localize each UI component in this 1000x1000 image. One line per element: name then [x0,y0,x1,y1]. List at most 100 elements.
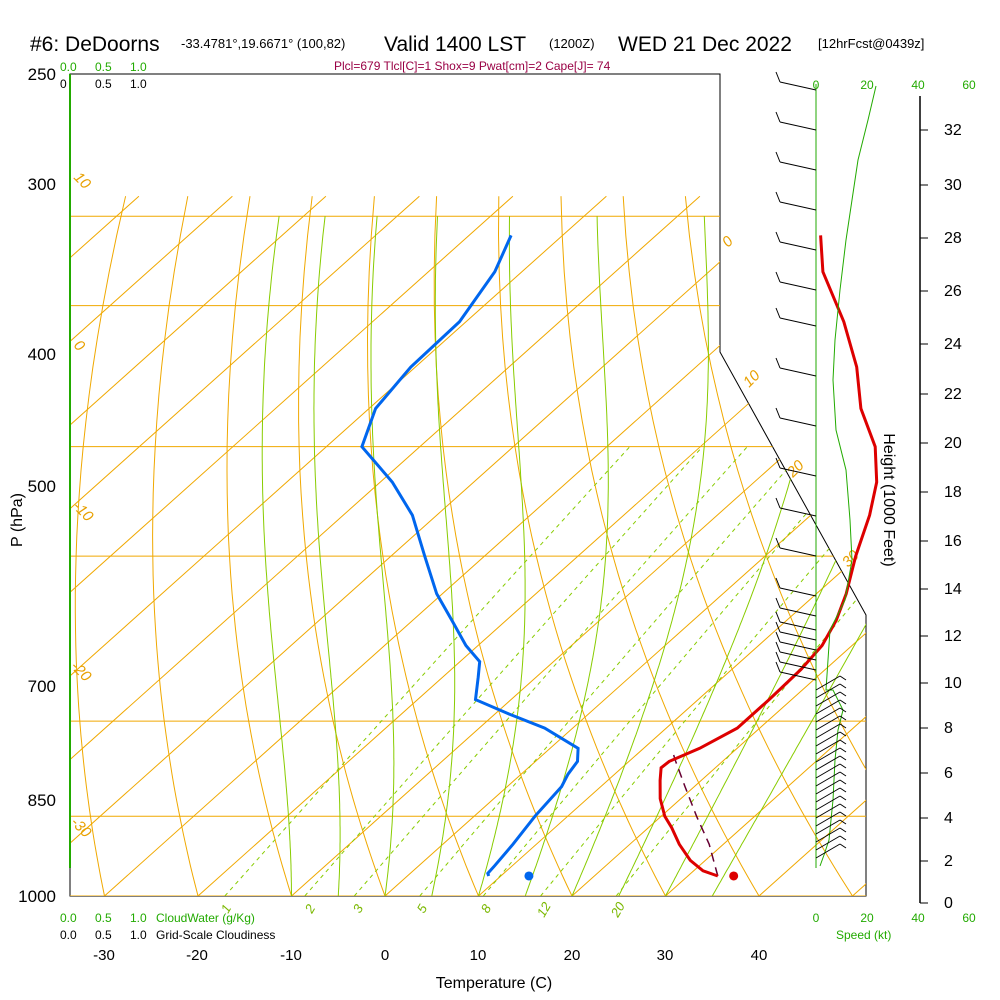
wind-barb-low-770 [815,755,841,771]
cl-bot-1: 1.0 [130,928,147,942]
cl-bot-0: 0.0 [60,928,77,942]
dry-adiabat-0 [298,196,386,896]
wind-barb-low-706 [815,691,841,707]
valid-time: Valid 1400 LST [384,33,526,56]
h-label-10: 10 [944,675,962,692]
dry-adiabat--10 [226,196,292,896]
wind-barb-low-722 [815,707,841,723]
wind-barb-low-802 [815,787,841,803]
wind-barb-19 [779,671,817,681]
t-label-10: 10 [470,947,487,964]
t-label-m20: -20 [186,947,208,964]
h-label-2: 2 [944,853,953,870]
cw-bot-0: 0.0 [60,911,77,925]
mixing-ratio-5 [419,446,807,896]
dry-adiabat-lines [74,196,1000,896]
dewpoint-line [360,234,580,877]
speed-top-20: 20 [860,78,874,92]
wind-barb-6 [779,317,817,327]
wind-barb-low-feather-858 [839,843,847,849]
wind-barb-feather-14 [775,611,781,623]
speed-top-60: 60 [962,78,976,92]
wind-barb-low-feather-826 [839,811,847,817]
moist-adiabat-20 [571,216,709,896]
parcel-path-line [672,754,719,877]
wind-barb-low-feather-698 [839,683,847,689]
h-label-12: 12 [944,628,962,645]
mixing-ratio-12 [540,446,866,896]
h-label-32: 32 [944,122,962,139]
t-label-30: 30 [657,947,674,964]
wind-barb-10 [779,507,817,517]
x-axis-title: Temperature (C) [436,975,552,992]
dry-adiabat-10 [366,196,479,896]
wind-barb-low-feather-730 [839,715,847,721]
wind-barb-feather-5 [775,271,781,283]
speed-bot-0: 0 [813,911,820,925]
isotherm--60 [70,195,607,896]
wind-barb-low-738 [815,723,841,739]
wind-barb-low-754 [815,739,841,755]
isotherm-40 [758,195,866,896]
stability-params: Plcl=679 Tlcl[C]=1 Shox=9 Pwat[cm]=2 Cap… [334,59,611,73]
wind-barb-low-690 [815,675,841,691]
wind-barb-low-698 [815,683,841,699]
t-label-0: 0 [381,947,389,964]
wind-barb-7 [779,367,817,377]
wind-barb-low-786 [815,771,841,787]
mixing-label-3: 3 [350,901,367,915]
wind-barb-feather-16 [775,631,781,643]
height-axis-title: Height (1000 Feet) [880,433,897,566]
cw-top-1: 1.0 [130,60,147,74]
cloudwater-label: CloudWater (g/Kg) [156,911,255,925]
p-label-700: 700 [28,677,56,696]
h-label-18: 18 [944,484,962,501]
speed-top-0: 0 [813,78,820,92]
moist-adiabat-10 [478,216,526,896]
wind-barb-low-feather-722 [839,707,847,713]
p-label-850: 850 [28,791,56,810]
wind-barb-low-feather-802 [839,787,847,793]
wind-barb-18 [779,661,817,671]
wind-barb-low-714 [815,699,841,715]
wind-barb-feather-1 [775,111,781,123]
t-label-20: 20 [564,947,581,964]
mixing-ratio-1 [224,446,631,896]
wind-barb-feather-3 [775,191,781,203]
dry-adiabat-30 [497,196,666,896]
wind-barb-low-826 [815,811,841,827]
wind-barb-15 [779,631,817,641]
moist-adiabat-5 [431,216,456,896]
mixing-label-5: 5 [414,901,431,915]
wind-barb-feather-4 [775,231,781,243]
mixing-ratio-2 [304,446,703,896]
wind-barb-1 [779,121,817,131]
wind-barb-feather-19 [775,661,781,673]
surface-dewpoint-point [524,871,534,881]
h-label-28: 28 [944,230,962,247]
speed-bot-20: 20 [860,911,874,925]
speed-label: Speed (kt) [836,928,891,942]
wind-speed-profile [819,85,877,867]
cw-bot-1: 1.0 [130,911,147,925]
h-label-6: 6 [944,765,953,782]
height-ticks [920,129,928,904]
wind-barb-low-834 [815,819,841,835]
wind-barb-17 [779,651,817,661]
speed-top-40: 40 [911,78,925,92]
wind-barb-12 [779,587,817,597]
dry-adiabat-110 [996,196,1000,896]
wind-barb-feather-13 [775,597,781,609]
wind-barb-feather-6 [775,307,781,319]
wind-barb-9 [779,467,817,477]
speed-bot-60: 60 [962,911,976,925]
isotherm-label-0: 0 [719,232,737,250]
isotherm--10 [291,195,866,896]
mixing-label-8: 8 [478,901,495,915]
wind-barb-low-794 [815,779,841,795]
wind-barb-low-858 [815,843,841,859]
h-label-30: 30 [944,177,962,194]
mixing-ratio-lines [224,446,866,896]
wind-barb-feather-9 [775,457,781,469]
wind-barb-11 [779,547,817,557]
